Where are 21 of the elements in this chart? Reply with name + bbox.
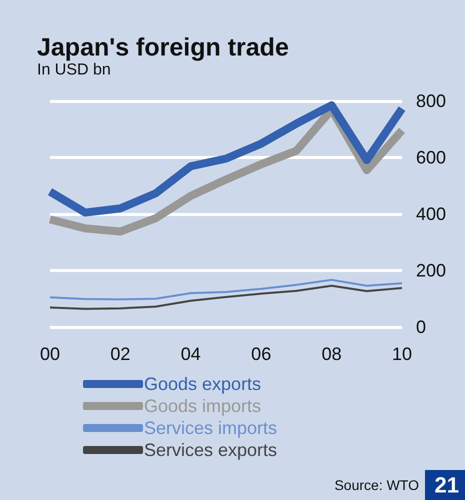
chart-title: Japan's foreign trade: [37, 34, 289, 62]
text: 21: [434, 472, 460, 498]
source-note: Source: WTO: [334, 477, 420, 493]
x-tick-label: 06: [251, 344, 272, 364]
y-tick-label: 200: [416, 260, 446, 280]
y-tick-label: 0: [416, 317, 426, 337]
x-tick-label: 04: [180, 344, 201, 364]
legend-label: Goods imports: [144, 396, 262, 416]
line-series: [49, 278, 403, 300]
legend-label: Services exports: [144, 440, 278, 460]
x-tick-label: 10: [392, 344, 412, 364]
x-tick-label: 08: [322, 344, 342, 364]
line-series: [49, 284, 403, 310]
x-tick-label: 00: [40, 344, 60, 364]
y-tick-label: 400: [416, 204, 446, 224]
chart-subtitle: In USD bn: [37, 62, 111, 78]
y-tick-label: 800: [416, 91, 446, 111]
legend-label: Services imports: [144, 418, 278, 438]
legend-label: Goods exports: [144, 374, 262, 394]
x-tick-label: 02: [110, 344, 130, 364]
y-tick-label: 600: [416, 148, 446, 168]
